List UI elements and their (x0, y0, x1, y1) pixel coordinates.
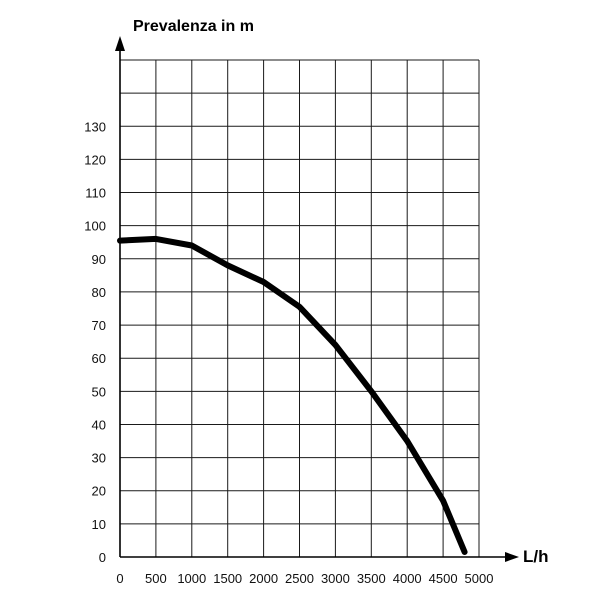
y-axis-arrow-icon (115, 36, 125, 51)
x-tick-label: 3000 (321, 571, 350, 586)
x-axis-arrow-icon (505, 552, 519, 562)
x-tick-label: 3500 (357, 571, 386, 586)
grid (120, 59, 480, 557)
y-tick-label: 40 (92, 417, 106, 432)
y-tick-label: 10 (92, 517, 106, 532)
x-tick-label: 5000 (465, 571, 494, 586)
x-tick-label: 1500 (213, 571, 242, 586)
y-tick-label: 120 (84, 152, 106, 167)
x-tick-label: 1000 (177, 571, 206, 586)
y-tick-label: 100 (84, 219, 106, 234)
x-tick-labels: 0 500 1000 1500 2000 2500 3000 3500 4000 4500 5000 (116, 571, 493, 586)
y-tick-label: 130 (84, 119, 106, 134)
y-tick-label: 80 (92, 285, 106, 300)
y-tick-label: 90 (92, 252, 106, 267)
y-tick-label: 50 (92, 384, 106, 399)
axes (115, 36, 519, 562)
x-tick-label: 4000 (393, 571, 422, 586)
y-tick-labels: 0 10 20 30 40 50 60 70 80 90 100 110 120 130 (84, 119, 106, 565)
x-tick-label: 0 (116, 571, 123, 586)
y-tick-label: 0 (99, 550, 106, 565)
y-tick-label: 30 (92, 451, 106, 466)
x-axis-title: L/h (523, 547, 549, 566)
x-tick-label: 2500 (285, 571, 314, 586)
series-line (117, 235, 468, 555)
x-tick-label: 4500 (429, 571, 458, 586)
y-tick-label: 60 (92, 351, 106, 366)
y-tick-label: 110 (85, 186, 106, 201)
y-axis-title: Prevalenza in m (133, 18, 254, 35)
x-tick-label: 500 (145, 571, 167, 586)
x-tick-label: 2000 (249, 571, 278, 586)
y-tick-label: 20 (92, 484, 106, 499)
series (117, 235, 468, 555)
y-tick-label: 70 (92, 318, 106, 333)
